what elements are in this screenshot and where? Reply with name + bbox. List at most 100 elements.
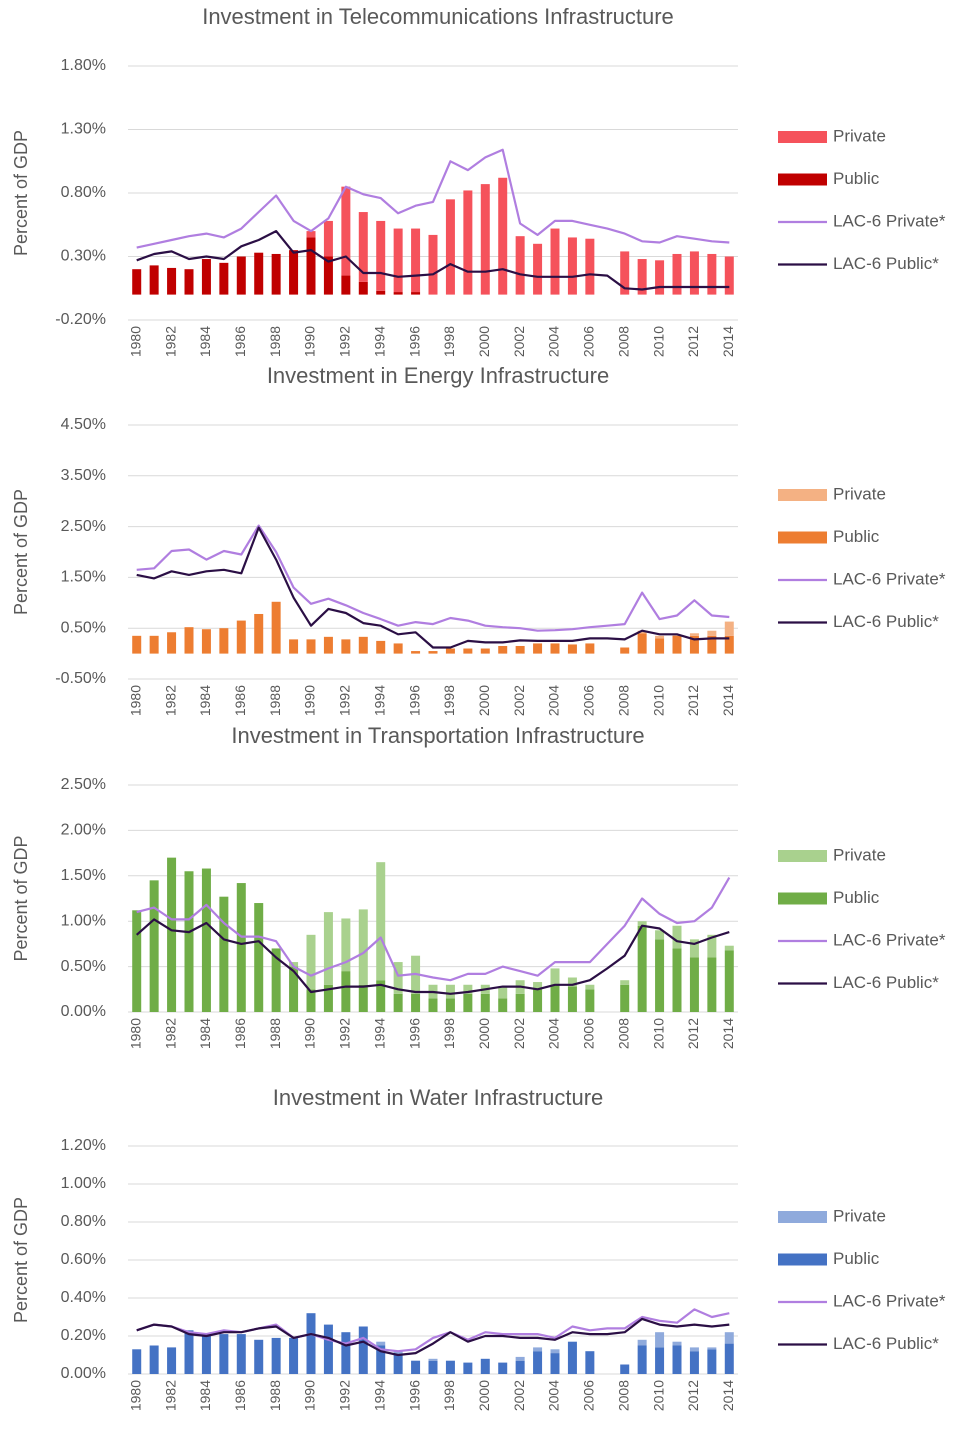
x-tick-label: 1996 bbox=[406, 1380, 422, 1411]
x-tick-label: 1996 bbox=[406, 685, 422, 716]
x-tick-label: 1992 bbox=[337, 1018, 353, 1049]
y-tick-label: 1.00% bbox=[61, 1175, 106, 1192]
bar bbox=[533, 1347, 543, 1352]
bar bbox=[689, 1351, 699, 1374]
legend-label: LAC-6 Public* bbox=[833, 1334, 939, 1353]
bar bbox=[254, 903, 264, 1012]
bar bbox=[689, 251, 699, 295]
x-tick-label: 1982 bbox=[162, 1380, 178, 1411]
x-tick-label: 1982 bbox=[162, 1018, 178, 1049]
bar bbox=[428, 234, 438, 295]
x-tick-label: 1990 bbox=[302, 1380, 318, 1411]
legend-label: LAC-6 Private* bbox=[833, 211, 946, 230]
y-axis-label: Percent of GDP bbox=[11, 835, 31, 961]
chart-title: Investment in Telecommunications Infrast… bbox=[202, 4, 674, 29]
legend-swatch bbox=[778, 131, 827, 143]
x-tick-label: 1984 bbox=[197, 685, 213, 716]
bar bbox=[428, 1360, 438, 1374]
bar bbox=[167, 267, 177, 295]
x-tick-label: 2002 bbox=[511, 685, 527, 716]
x-tick-label: 2012 bbox=[685, 685, 701, 716]
bar bbox=[533, 982, 543, 990]
x-tick-label: 1984 bbox=[197, 1380, 213, 1411]
bar bbox=[724, 635, 734, 654]
x-tick-label: 1982 bbox=[162, 685, 178, 716]
bar bbox=[271, 601, 281, 654]
x-tick-label: 2008 bbox=[615, 326, 631, 357]
bar bbox=[463, 984, 473, 994]
bar bbox=[550, 1353, 560, 1374]
bar bbox=[393, 993, 403, 1012]
legend-label: LAC-6 Public* bbox=[833, 973, 939, 992]
bar bbox=[411, 292, 421, 295]
legend-swatch bbox=[778, 892, 827, 905]
bar bbox=[567, 1341, 577, 1374]
bar bbox=[724, 621, 734, 636]
legend-label: Private bbox=[833, 126, 886, 145]
bar bbox=[655, 1347, 665, 1374]
bar bbox=[655, 1332, 665, 1348]
bar bbox=[236, 883, 246, 1012]
chart-title: Investment in Transportation Infrastruct… bbox=[231, 723, 644, 748]
bar bbox=[567, 986, 577, 1012]
legend-label: LAC-6 Private* bbox=[833, 569, 946, 588]
x-tick-label: 2010 bbox=[650, 1380, 666, 1411]
x-tick-label: 1986 bbox=[232, 1380, 248, 1411]
y-tick-label: 0.60% bbox=[61, 1251, 106, 1268]
bar bbox=[498, 177, 508, 295]
x-tick-label: 2014 bbox=[720, 1380, 736, 1411]
bar bbox=[585, 984, 595, 990]
x-tick-label: 1990 bbox=[302, 685, 318, 716]
legend-swatch bbox=[778, 173, 827, 186]
bar bbox=[567, 977, 577, 987]
bar bbox=[585, 643, 595, 654]
bar bbox=[167, 857, 177, 1012]
bar bbox=[271, 1337, 281, 1374]
bar bbox=[480, 648, 490, 654]
bar bbox=[393, 1351, 403, 1355]
x-tick-label: 2008 bbox=[615, 1380, 631, 1411]
line-series bbox=[136, 1317, 730, 1357]
bar bbox=[550, 1349, 560, 1354]
bar bbox=[655, 930, 665, 940]
y-tick-label: 4.50% bbox=[61, 416, 106, 433]
bar bbox=[306, 934, 316, 990]
y-tick-label: 1.50% bbox=[61, 867, 106, 884]
bar bbox=[289, 250, 299, 295]
bar bbox=[533, 243, 543, 295]
legend-label: Public bbox=[833, 1249, 880, 1268]
bar bbox=[550, 228, 560, 295]
x-tick-label: 1986 bbox=[232, 1018, 248, 1049]
x-tick-label: 1982 bbox=[162, 326, 178, 357]
bar bbox=[637, 259, 647, 295]
bar bbox=[672, 948, 682, 1012]
x-tick-label: 2012 bbox=[685, 1380, 701, 1411]
x-tick-label: 1998 bbox=[441, 1380, 457, 1411]
bar bbox=[376, 1341, 386, 1346]
x-tick-label: 2014 bbox=[720, 326, 736, 357]
x-tick-label: 1980 bbox=[127, 1380, 143, 1411]
y-tick-label: 1.00% bbox=[61, 912, 106, 929]
y-tick-label: 1.50% bbox=[61, 569, 106, 586]
bar bbox=[184, 1330, 194, 1374]
x-tick-label: 1988 bbox=[267, 1018, 283, 1049]
chart-title: Investment in Energy Infrastructure bbox=[267, 363, 609, 388]
bar bbox=[393, 292, 403, 295]
legend-label: LAC-6 Public* bbox=[833, 612, 939, 631]
bar bbox=[724, 1343, 734, 1374]
x-tick-label: 1996 bbox=[406, 326, 422, 357]
bar bbox=[254, 613, 264, 654]
bar bbox=[655, 635, 665, 639]
bar bbox=[323, 256, 333, 295]
bar bbox=[463, 1362, 473, 1374]
bar bbox=[515, 1356, 525, 1361]
x-tick-label: 2002 bbox=[511, 1380, 527, 1411]
bar bbox=[707, 635, 717, 654]
bar bbox=[724, 945, 734, 951]
bar bbox=[184, 871, 194, 1012]
bar bbox=[411, 228, 421, 293]
bar bbox=[707, 1349, 717, 1374]
bar bbox=[358, 1326, 368, 1374]
bar bbox=[637, 1345, 647, 1374]
legend-label: LAC-6 Private* bbox=[833, 1291, 946, 1310]
